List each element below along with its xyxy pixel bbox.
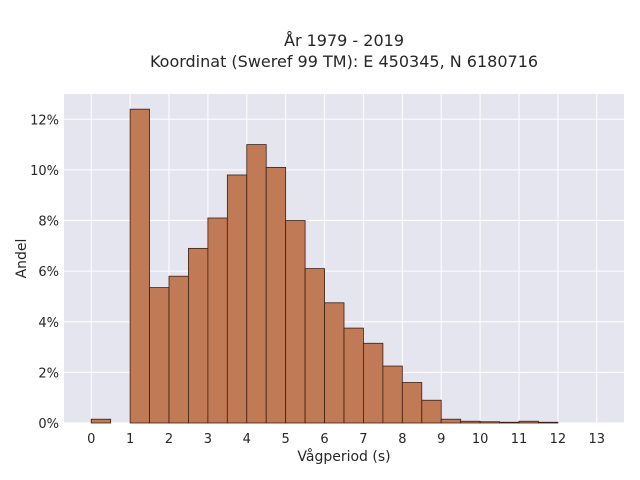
chart-title: År 1979 - 2019 xyxy=(284,31,404,50)
y-tick-label: 2% xyxy=(38,366,59,381)
histogram-bar xyxy=(363,342,384,424)
chart-title-block: År 1979 - 2019 Koordinat (Sweref 99 TM):… xyxy=(0,30,640,72)
bars xyxy=(90,108,559,424)
x-tick-label: 5 xyxy=(282,432,290,447)
x-tick-label: 0 xyxy=(87,432,95,447)
y-tick-label: 6% xyxy=(38,265,59,280)
histogram-bar xyxy=(460,420,481,424)
histogram-bar xyxy=(440,418,462,424)
histogram-bar xyxy=(149,287,170,424)
histogram-bar xyxy=(226,174,248,424)
x-tick-label: 9 xyxy=(437,432,445,447)
x-tick-label: 4 xyxy=(243,432,251,447)
histogram-bar xyxy=(518,420,539,424)
x-tick-label: 2 xyxy=(165,432,173,447)
histogram-bar xyxy=(538,421,559,424)
x-tick-label: 1 xyxy=(126,432,134,447)
histogram-bar xyxy=(382,365,403,424)
x-tick-label: 7 xyxy=(359,432,367,447)
y-tick-label: 12% xyxy=(30,113,59,128)
histogram-bar xyxy=(401,382,423,424)
histogram-bar xyxy=(265,166,287,424)
histogram-bar xyxy=(343,327,364,424)
y-tick-label: 4% xyxy=(38,316,59,331)
x-tick-label: 12 xyxy=(550,432,567,447)
histogram-bar xyxy=(207,217,228,424)
histogram-bar xyxy=(304,268,325,424)
y-axis-ticks: 0% 2% 4% 6% 8% 10% 12% xyxy=(30,113,59,432)
histogram-bar xyxy=(499,421,520,424)
y-tick-label: 8% xyxy=(38,215,59,230)
histogram-bar xyxy=(129,108,150,424)
histogram-bar xyxy=(421,399,442,424)
x-axis-ticks: 0 1 2 3 4 5 6 7 8 9 10 11 12 13 xyxy=(87,432,605,447)
histogram-bar xyxy=(285,220,306,424)
histogram-bar xyxy=(479,421,500,424)
histogram-bar xyxy=(246,144,267,424)
x-axis-label: Vågperiod (s) xyxy=(297,448,390,465)
histogram-bar xyxy=(168,275,189,424)
histogram-bar xyxy=(188,247,209,424)
y-axis-label: Andel xyxy=(14,239,30,279)
x-tick-label: 6 xyxy=(320,432,328,447)
histogram-bar xyxy=(90,418,112,424)
y-tick-label: 10% xyxy=(30,164,59,179)
x-tick-label: 3 xyxy=(204,432,212,447)
x-tick-label: 13 xyxy=(589,432,606,447)
y-tick-label: 0% xyxy=(38,417,59,432)
x-tick-label: 11 xyxy=(511,432,528,447)
x-tick-label: 8 xyxy=(398,432,406,447)
chart-subtitle: Koordinat (Sweref 99 TM): E 450345, N 61… xyxy=(149,52,539,71)
histogram-bar xyxy=(324,302,345,424)
x-tick-label: 10 xyxy=(472,432,489,447)
